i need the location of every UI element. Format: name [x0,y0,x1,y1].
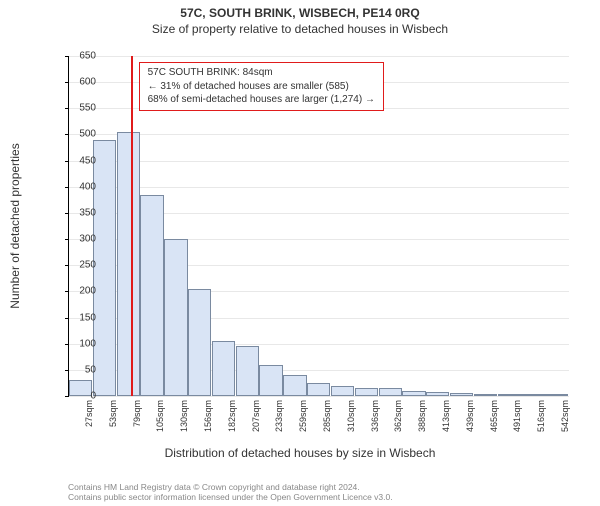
y-tick-mark [65,187,69,188]
x-tick-label: 233sqm [274,400,284,440]
histogram-bar [307,383,330,396]
y-tick-mark [65,370,69,371]
histogram-bar [402,391,425,396]
chart-title: 57C, SOUTH BRINK, WISBECH, PE14 0RQ [0,6,600,20]
x-axis-label: Distribution of detached houses by size … [0,446,600,460]
grid-line [69,56,569,57]
histogram-bar [117,132,140,396]
y-tick-label: 300 [79,234,96,245]
y-tick-mark [65,82,69,83]
x-tick-label: 27sqm [84,400,94,440]
y-tick-label: 500 [79,129,96,140]
grid-line [69,396,569,397]
y-tick-mark [65,108,69,109]
y-tick-mark [65,161,69,162]
y-tick-label: 150 [79,312,96,323]
y-tick-mark [65,291,69,292]
x-tick-label: 310sqm [346,400,356,440]
x-tick-label: 130sqm [179,400,189,440]
y-tick-label: 200 [79,286,96,297]
x-tick-label: 465sqm [489,400,499,440]
x-tick-label: 105sqm [155,400,165,440]
license-text: Contains HM Land Registry data © Crown c… [68,482,393,502]
chart-plot-area: 57C SOUTH BRINK: 84sqm← 31% of detached … [68,56,569,397]
y-tick-label: 400 [79,181,96,192]
y-tick-label: 350 [79,207,96,218]
x-tick-label: 285sqm [322,400,332,440]
x-tick-label: 79sqm [132,400,142,440]
y-tick-label: 250 [79,260,96,271]
y-tick-label: 100 [79,338,96,349]
x-tick-label: 336sqm [370,400,380,440]
x-tick-label: 207sqm [251,400,261,440]
marker-line [131,56,133,396]
y-tick-label: 50 [85,364,96,375]
license-line: Contains HM Land Registry data © Crown c… [68,482,393,492]
annotation-line: 57C SOUTH BRINK: 84sqm [148,66,375,80]
y-tick-label: 650 [79,51,96,62]
grid-line [69,187,569,188]
x-tick-label: 156sqm [203,400,213,440]
histogram-bar [521,394,544,396]
x-tick-label: 388sqm [417,400,427,440]
x-tick-label: 491sqm [512,400,522,440]
histogram-bar [259,365,282,396]
y-tick-mark [65,56,69,57]
histogram-bar [355,388,378,396]
y-tick-mark [65,213,69,214]
histogram-bar [164,239,187,396]
histogram-bar [426,392,449,396]
histogram-bar [212,341,235,396]
grid-line [69,161,569,162]
histogram-bar [498,394,521,396]
y-tick-mark [65,134,69,135]
histogram-bar [236,346,259,396]
y-tick-label: 600 [79,77,96,88]
y-axis-label: Number of detached properties [8,143,22,308]
license-line: Contains public sector information licen… [68,492,393,502]
histogram-bar [450,393,473,396]
x-tick-label: 182sqm [227,400,237,440]
histogram-bar [188,289,211,396]
histogram-bar [545,394,568,396]
x-tick-label: 413sqm [441,400,451,440]
x-tick-label: 516sqm [536,400,546,440]
annotation-line: 68% of semi-detached houses are larger (… [148,93,375,107]
grid-line [69,134,569,135]
y-tick-mark [65,318,69,319]
x-tick-label: 542sqm [560,400,570,440]
histogram-bar [379,388,402,396]
histogram-bar [474,394,497,396]
histogram-bar [69,380,92,396]
histogram-bar [140,195,163,396]
x-tick-label: 362sqm [393,400,403,440]
y-tick-mark [65,396,69,397]
annotation-line: ← 31% of detached houses are smaller (58… [148,80,375,94]
x-tick-label: 259sqm [298,400,308,440]
x-tick-label: 439sqm [465,400,475,440]
chart-subtitle: Size of property relative to detached ho… [0,22,600,36]
y-tick-label: 550 [79,103,96,114]
histogram-bar [331,386,354,396]
annotation-box: 57C SOUTH BRINK: 84sqm← 31% of detached … [139,62,384,111]
histogram-bar [283,375,306,396]
y-tick-mark [65,239,69,240]
y-tick-mark [65,344,69,345]
y-tick-label: 450 [79,155,96,166]
y-tick-mark [65,265,69,266]
x-tick-label: 53sqm [108,400,118,440]
